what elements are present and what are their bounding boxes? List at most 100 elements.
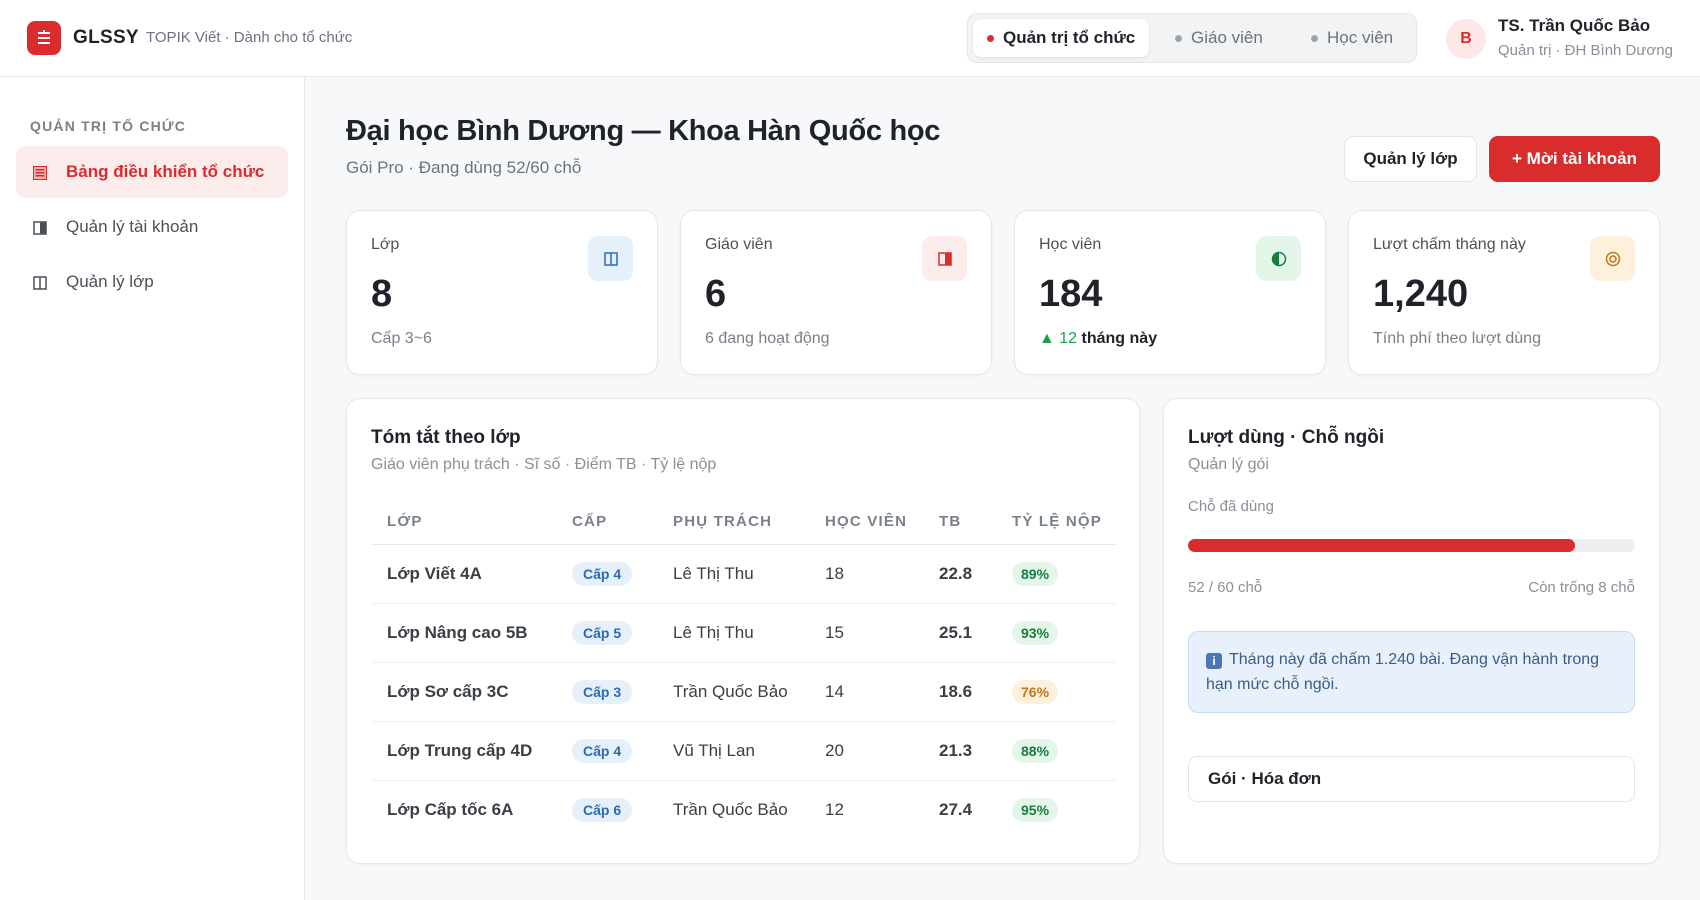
info-icon: i [1206, 653, 1222, 669]
logo-icon[interactable] [27, 21, 61, 55]
table-row[interactable]: Lớp Trung cấp 4D Cấp 4 Vũ Thị Lan 20 21.… [371, 721, 1116, 781]
sidebar-item-label: Quản lý tài khoản [66, 217, 199, 236]
rate-cell: 95% [996, 780, 1116, 839]
class-name: Lớp Sơ cấp 3C [371, 662, 556, 722]
seats-label: Chỗ đã dùng [1188, 498, 1274, 515]
submission-rate-badge: 89% [1012, 561, 1059, 586]
column-header[interactable]: LỚP [371, 499, 556, 545]
user-role: Quản trị · ĐH Bình Dương [1498, 42, 1673, 59]
stat-value: 6 [705, 273, 727, 315]
stat-footnote: 6 đang hoạt động [705, 330, 830, 347]
sidebar-item-accounts[interactable]: Quản lý tài khoản [16, 201, 288, 253]
table-row[interactable]: Lớp Viết 4A Cấp 4 Lê Thị Thu 18 22.8 89% [371, 544, 1116, 604]
stat-value: 8 [371, 273, 393, 315]
panel-subtitle: Quản lý gói [1188, 456, 1269, 473]
table-row[interactable]: Lớp Cấp tốc 6A Cấp 6 Trần Quốc Bảo 12 27… [371, 780, 1116, 839]
level-badge: Cấp 6 [572, 797, 633, 822]
panel-title: Lượt dùng · Chỗ ngồi [1188, 427, 1385, 448]
table-header-row: LỚP CẤP PHỤ TRÁCH HỌC VIÊN TB TỶ LỆ NỘP [371, 499, 1116, 545]
stat-label: Giáo viên [705, 236, 773, 253]
level-cell: Cấp 6 [556, 780, 657, 839]
panel-title: Tóm tắt theo lớp [371, 427, 521, 448]
role-tab-label: Giáo viên [1191, 28, 1263, 47]
class-summary-panel: Tóm tắt theo lớp Giáo viên phụ trách · S… [346, 398, 1140, 864]
sidebar-item-classes[interactable]: Quản lý lớp [16, 256, 288, 308]
level-cell: Cấp 4 [556, 721, 657, 781]
sidebar-item-label: Quản lý lớp [66, 272, 154, 291]
brand-name: GLSSY [73, 27, 139, 48]
rate-cell: 76% [996, 662, 1116, 722]
level-cell: Cấp 3 [556, 662, 657, 722]
level-cell: Cấp 4 [556, 544, 657, 604]
student-icon [1256, 236, 1301, 281]
stat-label: Lớp [371, 236, 400, 253]
active-dot-icon [987, 34, 994, 42]
submission-rate-badge: 76% [1012, 679, 1059, 704]
rate-cell: 88% [996, 721, 1116, 781]
role-tab-admin[interactable]: Quản trị tổ chức [973, 19, 1150, 57]
role-tab-student[interactable]: Học viên [1297, 19, 1407, 57]
student-count: 18 [809, 544, 923, 604]
table-row[interactable]: Lớp Nâng cao 5B Cấp 5 Lê Thị Thu 15 25.1… [371, 603, 1116, 663]
stat-card-teachers: Giáo viên 6 6 đang hoạt động [680, 210, 992, 375]
column-header[interactable]: PHỤ TRÁCH [657, 499, 809, 545]
class-name: Lớp Cấp tốc 6A [387, 799, 514, 819]
info-text: Tháng này đã chấm 1.240 bài. Đang vận hà… [1206, 651, 1600, 693]
submission-rate-badge: 93% [1012, 620, 1059, 645]
invite-account-button[interactable]: + Mời tài khoản [1489, 136, 1660, 182]
info-notice: i Tháng này đã chấm 1.240 bài. Đang vận h… [1188, 631, 1635, 713]
role-tab-teacher[interactable]: Giáo viên [1161, 19, 1277, 57]
user-name: TS. Trần Quốc Bảo [1498, 16, 1651, 35]
level-badge: Cấp 4 [572, 561, 633, 586]
seats-used-text: 52 / 60 chỗ [1188, 579, 1263, 596]
seats-progress-bar [1188, 539, 1635, 552]
manage-classes-button[interactable]: Quản lý lớp [1344, 136, 1477, 182]
usage-panel: Lượt dùng · Chỗ ngồi Quản lý gói Chỗ đã … [1163, 398, 1660, 864]
stat-card-classes: Lớp 8 Cấp 3~6 [346, 210, 658, 375]
classes-icon [33, 275, 47, 290]
table-row[interactable]: Lớp Sơ cấp 3C Cấp 3 Trần Quốc Bảo 14 18.… [371, 662, 1116, 722]
level-badge: Cấp 4 [572, 738, 633, 763]
column-header[interactable]: HỌC VIÊN [809, 499, 923, 545]
plan-billing-button[interactable]: Gói · Hóa đơn [1188, 756, 1635, 802]
rate-cell: 89% [996, 544, 1116, 604]
sidebar: QUẢN TRỊ TỔ CHỨC Bảng điều khiển tổ chức… [0, 77, 305, 900]
column-header[interactable]: TỶ LỆ NỘP [996, 499, 1116, 545]
student-count: 20 [809, 721, 923, 781]
dashboard-icon [33, 165, 47, 180]
sidebar-heading: QUẢN TRỊ TỔ CHỨC [30, 118, 187, 134]
growth-indicator: ▲ 12 [1039, 330, 1078, 347]
average-score: 27.4 [939, 799, 973, 819]
teacher-name: Lê Thị Thu [657, 544, 809, 604]
stat-footnote: Tính phí theo lượt dùng [1373, 330, 1541, 347]
level-cell: Cấp 5 [556, 603, 657, 663]
stat-value: 1,240 [1373, 273, 1469, 315]
rate-cell: 93% [996, 603, 1116, 663]
sidebar-item-label: Bảng điều khiển tổ chức [66, 162, 265, 181]
role-tab-label: Học viên [1327, 28, 1394, 47]
submission-rate-badge: 95% [1012, 797, 1059, 822]
class-name: Lớp Nâng cao 5B [371, 603, 556, 663]
top-bar: GLSSY TOPIK Viết · Dành cho tổ chức Quản… [0, 0, 1700, 77]
teacher-name: Trần Quốc Bảo [673, 799, 788, 819]
sidebar-item-dashboard[interactable]: Bảng điều khiển tổ chức [16, 146, 288, 198]
avatar[interactable]: B [1446, 19, 1486, 59]
column-header[interactable]: TB [923, 499, 996, 545]
role-tab-label: Quản trị tổ chức [1003, 28, 1136, 47]
average-score: 22.8 [923, 544, 996, 604]
average-score: 18.6 [923, 662, 996, 722]
stat-card-gradings: Lượt chấm tháng này 1,240 Tính phí theo … [1348, 210, 1660, 375]
classes-icon [588, 236, 633, 281]
brand-subtitle: TOPIK Viết · Dành cho tổ chức [146, 29, 353, 46]
student-count: 15 [809, 603, 923, 663]
teacher-name: Trần Quốc Bảo [657, 662, 809, 722]
student-count: 14 [809, 662, 923, 722]
teacher-name: Vũ Thị Lan [657, 721, 809, 781]
teacher-icon [922, 236, 967, 281]
average-score: 25.1 [923, 603, 996, 663]
stat-footnote: ▲ 12 tháng này [1039, 330, 1157, 348]
seats-remaining-text: Còn trống 8 chỗ [1528, 579, 1635, 596]
seats-progress-fill [1188, 539, 1576, 552]
student-count: 12 [825, 799, 844, 819]
column-header[interactable]: CẤP [556, 499, 657, 545]
